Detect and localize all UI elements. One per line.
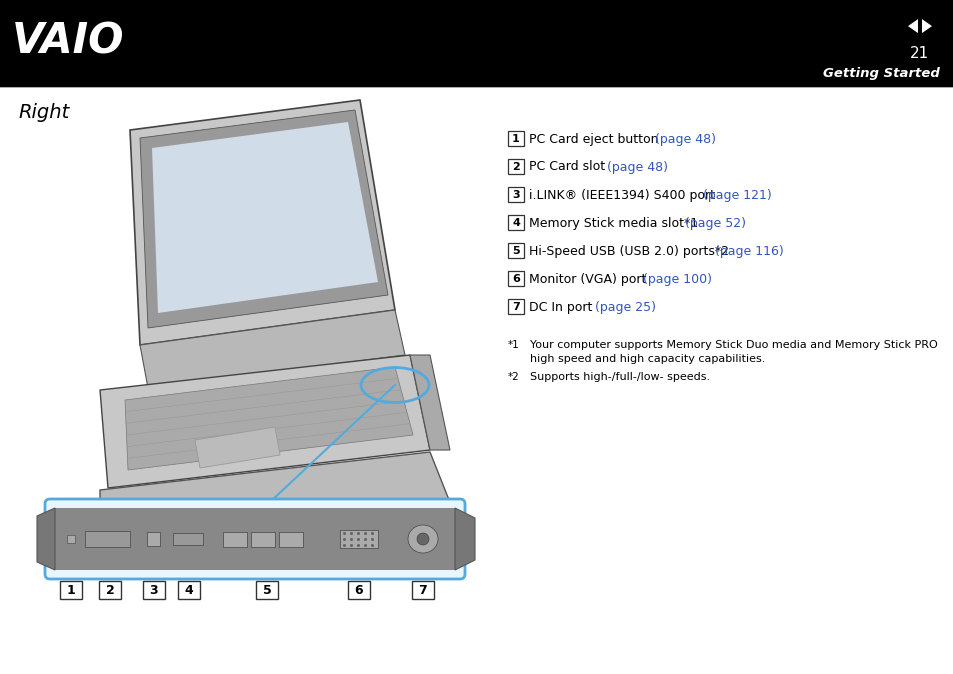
Bar xyxy=(67,535,75,543)
Bar xyxy=(147,532,160,546)
Bar xyxy=(507,215,523,230)
Polygon shape xyxy=(37,508,55,570)
Text: 4: 4 xyxy=(185,584,193,596)
Bar xyxy=(85,531,130,547)
Bar xyxy=(172,533,203,545)
Text: 1: 1 xyxy=(67,584,75,596)
Text: (page 25): (page 25) xyxy=(595,301,656,313)
Bar xyxy=(507,159,523,174)
Polygon shape xyxy=(921,19,931,33)
Text: 7: 7 xyxy=(418,584,427,596)
Bar xyxy=(278,532,303,547)
Polygon shape xyxy=(140,310,405,388)
Text: PC Card slot: PC Card slot xyxy=(529,160,608,173)
Text: (page 121): (page 121) xyxy=(702,189,771,202)
Text: 2: 2 xyxy=(106,584,114,596)
Bar xyxy=(507,271,523,286)
Text: 5: 5 xyxy=(512,246,519,256)
Polygon shape xyxy=(152,122,377,313)
Text: 21: 21 xyxy=(909,47,928,61)
Bar xyxy=(143,581,165,599)
Text: 4: 4 xyxy=(512,218,519,228)
Bar xyxy=(60,581,82,599)
Text: (page 48): (page 48) xyxy=(655,133,716,146)
Text: Hi-Speed USB (USB 2.0) ports*2: Hi-Speed USB (USB 2.0) ports*2 xyxy=(529,245,732,257)
Text: 7: 7 xyxy=(512,302,519,312)
Ellipse shape xyxy=(416,533,429,545)
Polygon shape xyxy=(100,452,453,548)
Text: high speed and high capacity capabilities.: high speed and high capacity capabilitie… xyxy=(530,354,764,364)
Text: Getting Started: Getting Started xyxy=(822,67,939,80)
Text: PC Card eject button: PC Card eject button xyxy=(529,133,661,146)
Bar xyxy=(507,131,523,146)
Bar xyxy=(507,299,523,314)
Text: Supports high-/full-/low- speeds.: Supports high-/full-/low- speeds. xyxy=(530,372,709,382)
Text: Your computer supports Memory Stick Duo media and Memory Stick PRO: Your computer supports Memory Stick Duo … xyxy=(530,340,937,350)
Text: 2: 2 xyxy=(512,162,519,172)
Text: 3: 3 xyxy=(512,190,519,200)
Bar xyxy=(55,508,455,570)
Text: *2: *2 xyxy=(507,372,519,382)
Polygon shape xyxy=(907,19,917,33)
Text: 6: 6 xyxy=(355,584,363,596)
Text: Right: Right xyxy=(18,103,70,122)
Text: DC In port: DC In port xyxy=(529,301,596,313)
Text: (page 116): (page 116) xyxy=(714,245,783,257)
Text: 5: 5 xyxy=(262,584,271,596)
Text: (page 100): (page 100) xyxy=(642,272,711,286)
Text: 1: 1 xyxy=(512,134,519,144)
Bar xyxy=(223,532,247,547)
Polygon shape xyxy=(194,427,280,468)
Polygon shape xyxy=(455,508,475,570)
Polygon shape xyxy=(410,355,450,450)
Text: Memory Stick media slot*1: Memory Stick media slot*1 xyxy=(529,216,701,230)
Bar xyxy=(178,581,200,599)
Text: i.LINK® (IEEE1394) S400 port: i.LINK® (IEEE1394) S400 port xyxy=(529,189,719,202)
Text: Monitor (VGA) port: Monitor (VGA) port xyxy=(529,272,650,286)
Text: (page 52): (page 52) xyxy=(684,216,745,230)
Bar xyxy=(412,581,434,599)
Ellipse shape xyxy=(408,525,437,553)
Text: 3: 3 xyxy=(150,584,158,596)
Text: (page 48): (page 48) xyxy=(606,160,667,173)
Bar xyxy=(99,581,121,599)
Polygon shape xyxy=(130,100,395,345)
Bar xyxy=(0,0,953,87)
Bar xyxy=(251,532,274,547)
Bar xyxy=(348,581,370,599)
Text: 6: 6 xyxy=(512,274,519,284)
FancyBboxPatch shape xyxy=(45,499,464,579)
Bar xyxy=(507,187,523,202)
Polygon shape xyxy=(125,367,413,470)
Text: *1: *1 xyxy=(507,340,519,350)
Bar xyxy=(255,581,277,599)
Polygon shape xyxy=(140,110,388,328)
Text: VAIO: VAIO xyxy=(12,21,125,63)
Polygon shape xyxy=(100,355,430,488)
Bar xyxy=(507,243,523,258)
Bar xyxy=(339,530,377,548)
